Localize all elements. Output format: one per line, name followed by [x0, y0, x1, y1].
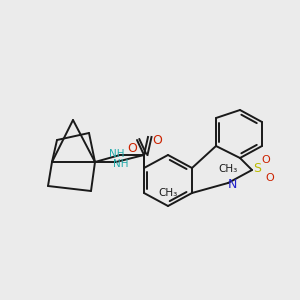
Text: N: N: [227, 178, 237, 191]
Text: O: O: [266, 173, 274, 183]
Text: O: O: [152, 134, 162, 146]
Text: CH₃: CH₃: [218, 164, 238, 174]
Text: S: S: [253, 161, 261, 175]
Text: O: O: [127, 142, 137, 154]
Text: CH₃: CH₃: [158, 188, 178, 198]
Text: O: O: [262, 155, 270, 165]
Text: NH: NH: [113, 159, 129, 169]
Text: NH: NH: [109, 149, 125, 159]
